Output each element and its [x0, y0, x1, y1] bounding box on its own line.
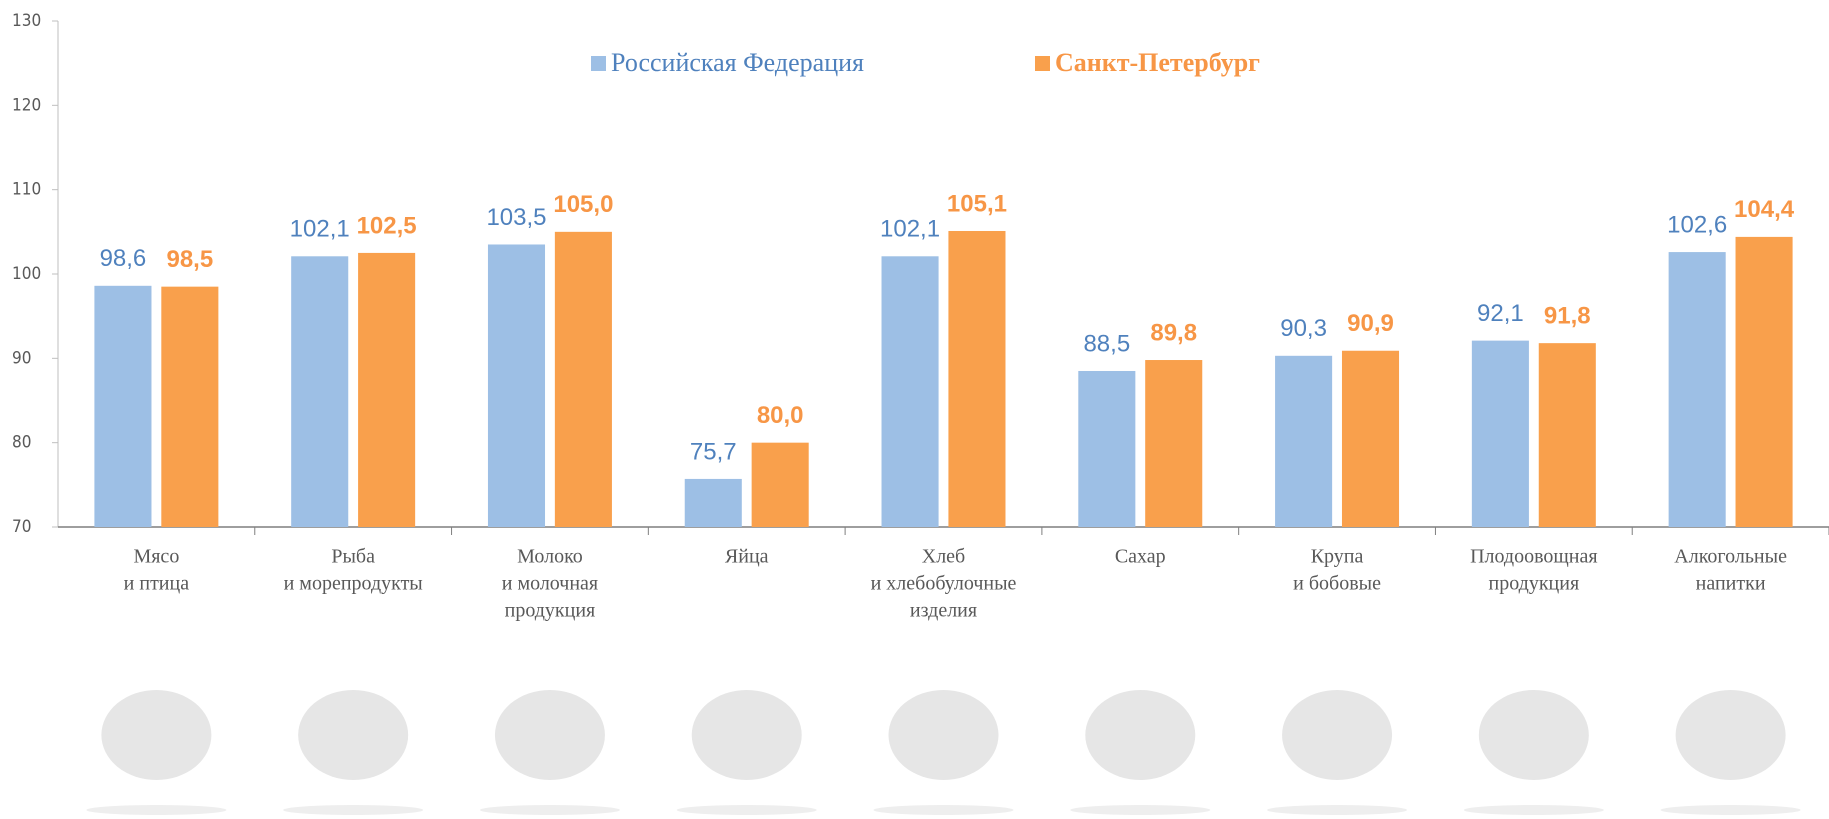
- legend-swatch: [1035, 56, 1050, 71]
- icon-shadow: [479, 805, 620, 815]
- y-tick-label: 80: [12, 433, 31, 453]
- icon-shadow: [86, 805, 227, 815]
- x-tick-label: и птица: [124, 573, 190, 595]
- icon: [1085, 690, 1196, 780]
- x-tick-label: и хлебобулочные: [871, 573, 1017, 595]
- data-label: 80,0: [757, 402, 804, 429]
- bar: [948, 230, 1006, 528]
- x-tick-label: продукция: [505, 600, 596, 622]
- bar: [684, 478, 742, 527]
- icon: [1478, 690, 1589, 780]
- x-tick-label: и морепродукты: [284, 573, 423, 595]
- data-label: 105,0: [553, 191, 613, 218]
- bar: [1078, 370, 1136, 527]
- data-label: 88,5: [1083, 330, 1130, 357]
- legend-swatch: [591, 56, 606, 71]
- bar: [358, 252, 416, 527]
- bar: [1145, 360, 1203, 527]
- data-label: 102,1: [880, 216, 940, 243]
- y-tick-label: 130: [12, 11, 41, 31]
- bar: [1668, 252, 1726, 527]
- x-tick-label: и бобовые: [1293, 573, 1381, 595]
- icon-shadow: [873, 805, 1014, 815]
- data-label: 105,1: [947, 190, 1007, 217]
- y-tick-label: 110: [12, 180, 41, 200]
- y-tick-label: 70: [12, 517, 31, 537]
- icon: [691, 690, 802, 780]
- data-label: 103,5: [486, 204, 546, 231]
- bar: [1341, 350, 1400, 527]
- icon-shadow: [1070, 805, 1211, 815]
- icon-shadow: [1463, 805, 1604, 815]
- data-label: 104,4: [1734, 196, 1795, 223]
- icon-shadow: [283, 805, 424, 815]
- data-label: 98,5: [166, 246, 213, 273]
- x-tick-label: Крупа: [1311, 546, 1364, 568]
- bar: [1735, 236, 1793, 528]
- y-tick-label: 100: [12, 264, 41, 284]
- icon: [1282, 690, 1393, 780]
- icon: [888, 690, 999, 780]
- x-tick-label: Алкогольные: [1674, 546, 1787, 568]
- y-tick-label: 120: [12, 95, 41, 115]
- icon: [298, 690, 409, 780]
- x-tick-label: продукция: [1489, 573, 1580, 595]
- bar: [487, 244, 546, 527]
- data-label: 102,6: [1667, 211, 1727, 238]
- icon-shadow: [1660, 805, 1801, 815]
- x-tick-label: Хлеб: [922, 546, 965, 568]
- y-tick-label: 90: [12, 348, 31, 368]
- x-tick-label: напитки: [1696, 573, 1766, 595]
- bar: [1471, 340, 1529, 527]
- bar: [751, 442, 809, 527]
- icon-shadow: [1267, 805, 1408, 815]
- icon: [101, 690, 212, 780]
- bar: [1538, 343, 1596, 527]
- bar: [161, 286, 219, 527]
- data-label: 75,7: [690, 438, 737, 465]
- bar: [1275, 355, 1333, 527]
- x-tick-label: Сахар: [1115, 546, 1166, 568]
- data-label: 89,8: [1150, 319, 1197, 346]
- data-label: 98,6: [100, 245, 147, 272]
- x-tick-label: Плодоовощная: [1470, 546, 1598, 568]
- bar: [291, 256, 349, 527]
- legend-label: Санкт-Петербург: [1055, 48, 1260, 77]
- bar: [881, 256, 939, 527]
- icon: [1675, 690, 1786, 780]
- icon-shadow: [676, 805, 817, 815]
- data-label: 91,8: [1544, 302, 1591, 329]
- legend-label: Российская Федерация: [611, 48, 864, 77]
- data-label: 102,1: [290, 216, 350, 243]
- x-tick-label: Молоко: [517, 546, 583, 568]
- data-label: 90,3: [1280, 315, 1327, 342]
- bar: [554, 231, 612, 528]
- x-tick-label: и молочная: [502, 573, 598, 595]
- data-label: 102,5: [357, 212, 417, 239]
- x-tick-label: Яйца: [725, 546, 769, 568]
- x-tick-label: Мясо: [133, 546, 179, 568]
- x-tick-label: изделия: [910, 600, 977, 622]
- icon: [494, 690, 605, 780]
- bar: [94, 285, 152, 527]
- data-label: 90,9: [1347, 310, 1394, 337]
- x-tick-label: Рыба: [331, 546, 375, 568]
- data-label: 92,1: [1477, 300, 1524, 327]
